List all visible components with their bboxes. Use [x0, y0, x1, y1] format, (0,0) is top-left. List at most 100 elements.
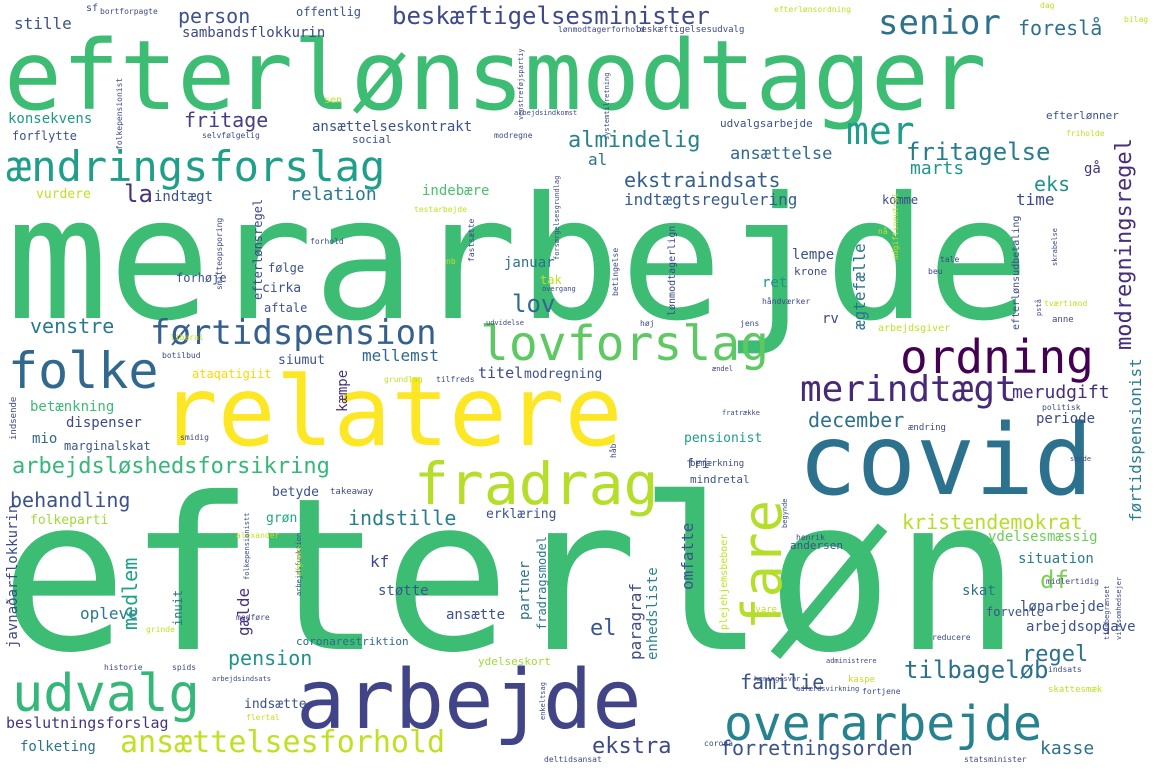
word-takeaway: takeaway: [330, 487, 374, 497]
word-folke: folke: [8, 342, 159, 400]
word-komme: komme: [882, 193, 919, 207]
word-ataqatigiit: ataqatigiit: [192, 367, 272, 381]
word-ekstraindsats: ekstraindsats: [624, 168, 781, 192]
word-folge: følge: [268, 261, 305, 275]
word-pension: pension: [228, 646, 313, 670]
word-virksomhedsejer: virksomhedsejer: [1115, 576, 1123, 640]
word-lonmodtagerforhold: lønmodtagerforhold: [558, 25, 645, 34]
word-aendring: ændring: [908, 423, 946, 433]
word-paragraf: paragraf: [626, 582, 645, 660]
word-indtaegt: indtægt: [154, 189, 214, 205]
word-merarbejde: merarbejde: [6, 161, 1030, 359]
word-skattesmaek: skattesmæk: [1048, 685, 1103, 695]
word-mindretal: mindretal: [690, 473, 750, 486]
word-kf: kf: [370, 552, 390, 571]
word-kaempe: kæmpe: [335, 369, 351, 412]
word-regel: regel: [1022, 642, 1089, 667]
word-lempe: lempe: [792, 247, 835, 263]
word-arbejdsindsats: arbejdsindsats: [212, 675, 272, 683]
word-mio: mio: [32, 431, 58, 447]
word-titel: titel: [478, 364, 524, 382]
word-dispenser: dispenser: [66, 415, 142, 431]
word-beu: beu: [928, 267, 943, 276]
word-ret: ret: [762, 275, 788, 291]
word-arbejdsloshedsforsikring: arbejdsløshedsforsikring: [12, 454, 330, 479]
word-venstre: venstre: [30, 314, 115, 338]
word-aegtefaelle: ægtefælle: [850, 243, 869, 330]
word-medlem: medlem: [118, 557, 142, 630]
word-coronarestriktion: coronarestriktion: [296, 635, 409, 648]
word-relation: relation: [290, 184, 377, 205]
word-udvidelse: udvidelse: [486, 319, 524, 327]
word-ansaette: ansætte: [446, 607, 506, 623]
word-lov: lov: [512, 290, 556, 318]
word-grundlag: grundlag: [384, 375, 423, 384]
word-aendringsforslag: ændringsforslag: [6, 142, 386, 191]
word-bortforpagte: bortforpagte: [100, 7, 158, 16]
word-gaelde: gælde: [234, 587, 253, 636]
word-haeringssvar: hæringssvar: [754, 675, 801, 683]
word-fortjene: fortjene: [862, 687, 901, 696]
word-jens: jens: [740, 319, 760, 328]
word-folkepensionist: folkepensionist: [115, 77, 124, 150]
word-merudgift: merudgift: [1012, 382, 1110, 403]
word-pensionist: pensionist: [684, 431, 763, 446]
word-marginalskat: marginalskat: [64, 439, 151, 453]
word-fri: fri: [686, 457, 710, 472]
word-handvaerker: håndværker: [762, 297, 811, 306]
word-ydelsesmaessig: ydelsesmæssig: [988, 529, 1098, 545]
word-reducere: reducere: [932, 633, 971, 642]
word-folkepensionistt: folkepensionistt: [243, 512, 251, 580]
word-ansaettelseskontrakt: ansættelseskontrakt: [312, 119, 473, 135]
word-politisk: politisk: [1042, 403, 1081, 412]
word-statsminister: statsminister: [964, 755, 1027, 764]
word-ekstra: ekstra: [592, 734, 672, 759]
word-botilbud: botilbud: [162, 351, 201, 360]
word-fradragsmodel: fradragsmodel: [535, 536, 549, 630]
word-al: al: [588, 150, 608, 169]
word-enhedsliste: enhedsliste: [645, 567, 661, 660]
word-folkeparti: folkeparti: [30, 513, 109, 528]
word-modregning: modregning: [524, 367, 603, 382]
word-foresla: foreslå: [1018, 16, 1103, 40]
word-fratraekke: fratrække: [722, 409, 760, 417]
word-rv: rv: [822, 311, 839, 327]
word-inuit: inuit: [171, 589, 185, 626]
word-december: december: [808, 408, 905, 432]
word-behandling: behandling: [10, 488, 131, 512]
word-fritage: fritage: [184, 108, 269, 132]
word-krone: krone: [794, 265, 828, 278]
word-efterlonsregel: efterlønsregel: [251, 198, 265, 300]
word-partner: partner: [517, 560, 533, 620]
word-ga: gå: [1084, 161, 1101, 177]
word-selvfolgelig: selvfølgelig: [202, 131, 260, 140]
word-omfatte: omfatte: [678, 522, 697, 590]
word-stotte: støtte: [378, 583, 429, 599]
word-efterlon: efterløn: [0, 452, 1022, 699]
word-time: time: [1016, 190, 1055, 209]
word-almindelig: almindelig: [568, 128, 701, 153]
word-kaspe: kaspe: [848, 675, 876, 685]
word-familie: familie: [740, 670, 825, 694]
word-javnadarflokkurin: javnaðarflokkurin: [5, 504, 21, 648]
word-sende: sende: [1070, 455, 1092, 463]
word-indsats: indsats: [1048, 665, 1082, 674]
word-bemaerkning: bemærkning: [690, 459, 745, 469]
word-efterlonsordning: efterlønsordning: [774, 5, 852, 14]
word-corona: corona: [704, 739, 733, 748]
word-venstreforjspartiy: venstreføjspartiy: [517, 48, 525, 120]
word-betaenkning: betænkning: [30, 399, 115, 415]
word-adfaerdsvirkning: adfærdsvirkning: [796, 685, 860, 693]
word-beskaeftigelsesudvalg: beskæftigelsesudvalg: [636, 25, 745, 35]
word-januar: januar: [504, 255, 555, 271]
word-testarbejde: testarbejde: [414, 205, 467, 214]
word-andersen: andersen: [790, 539, 843, 552]
word-midlertidig: midlertidig: [1046, 577, 1099, 586]
word-sambandsflokkurin: sambandsflokkurin: [182, 25, 326, 41]
word-modregne: modregne: [494, 131, 533, 140]
word-forhold: forhold: [310, 237, 344, 246]
word-liberal: liberal: [170, 333, 204, 342]
word-plejehjemsbeboer: plejehjemsbeboer: [719, 533, 730, 630]
word-konsekvens: konsekvens: [8, 111, 93, 127]
word-beskaeftigelsesminister: beskæftigelsesminister: [392, 2, 710, 30]
